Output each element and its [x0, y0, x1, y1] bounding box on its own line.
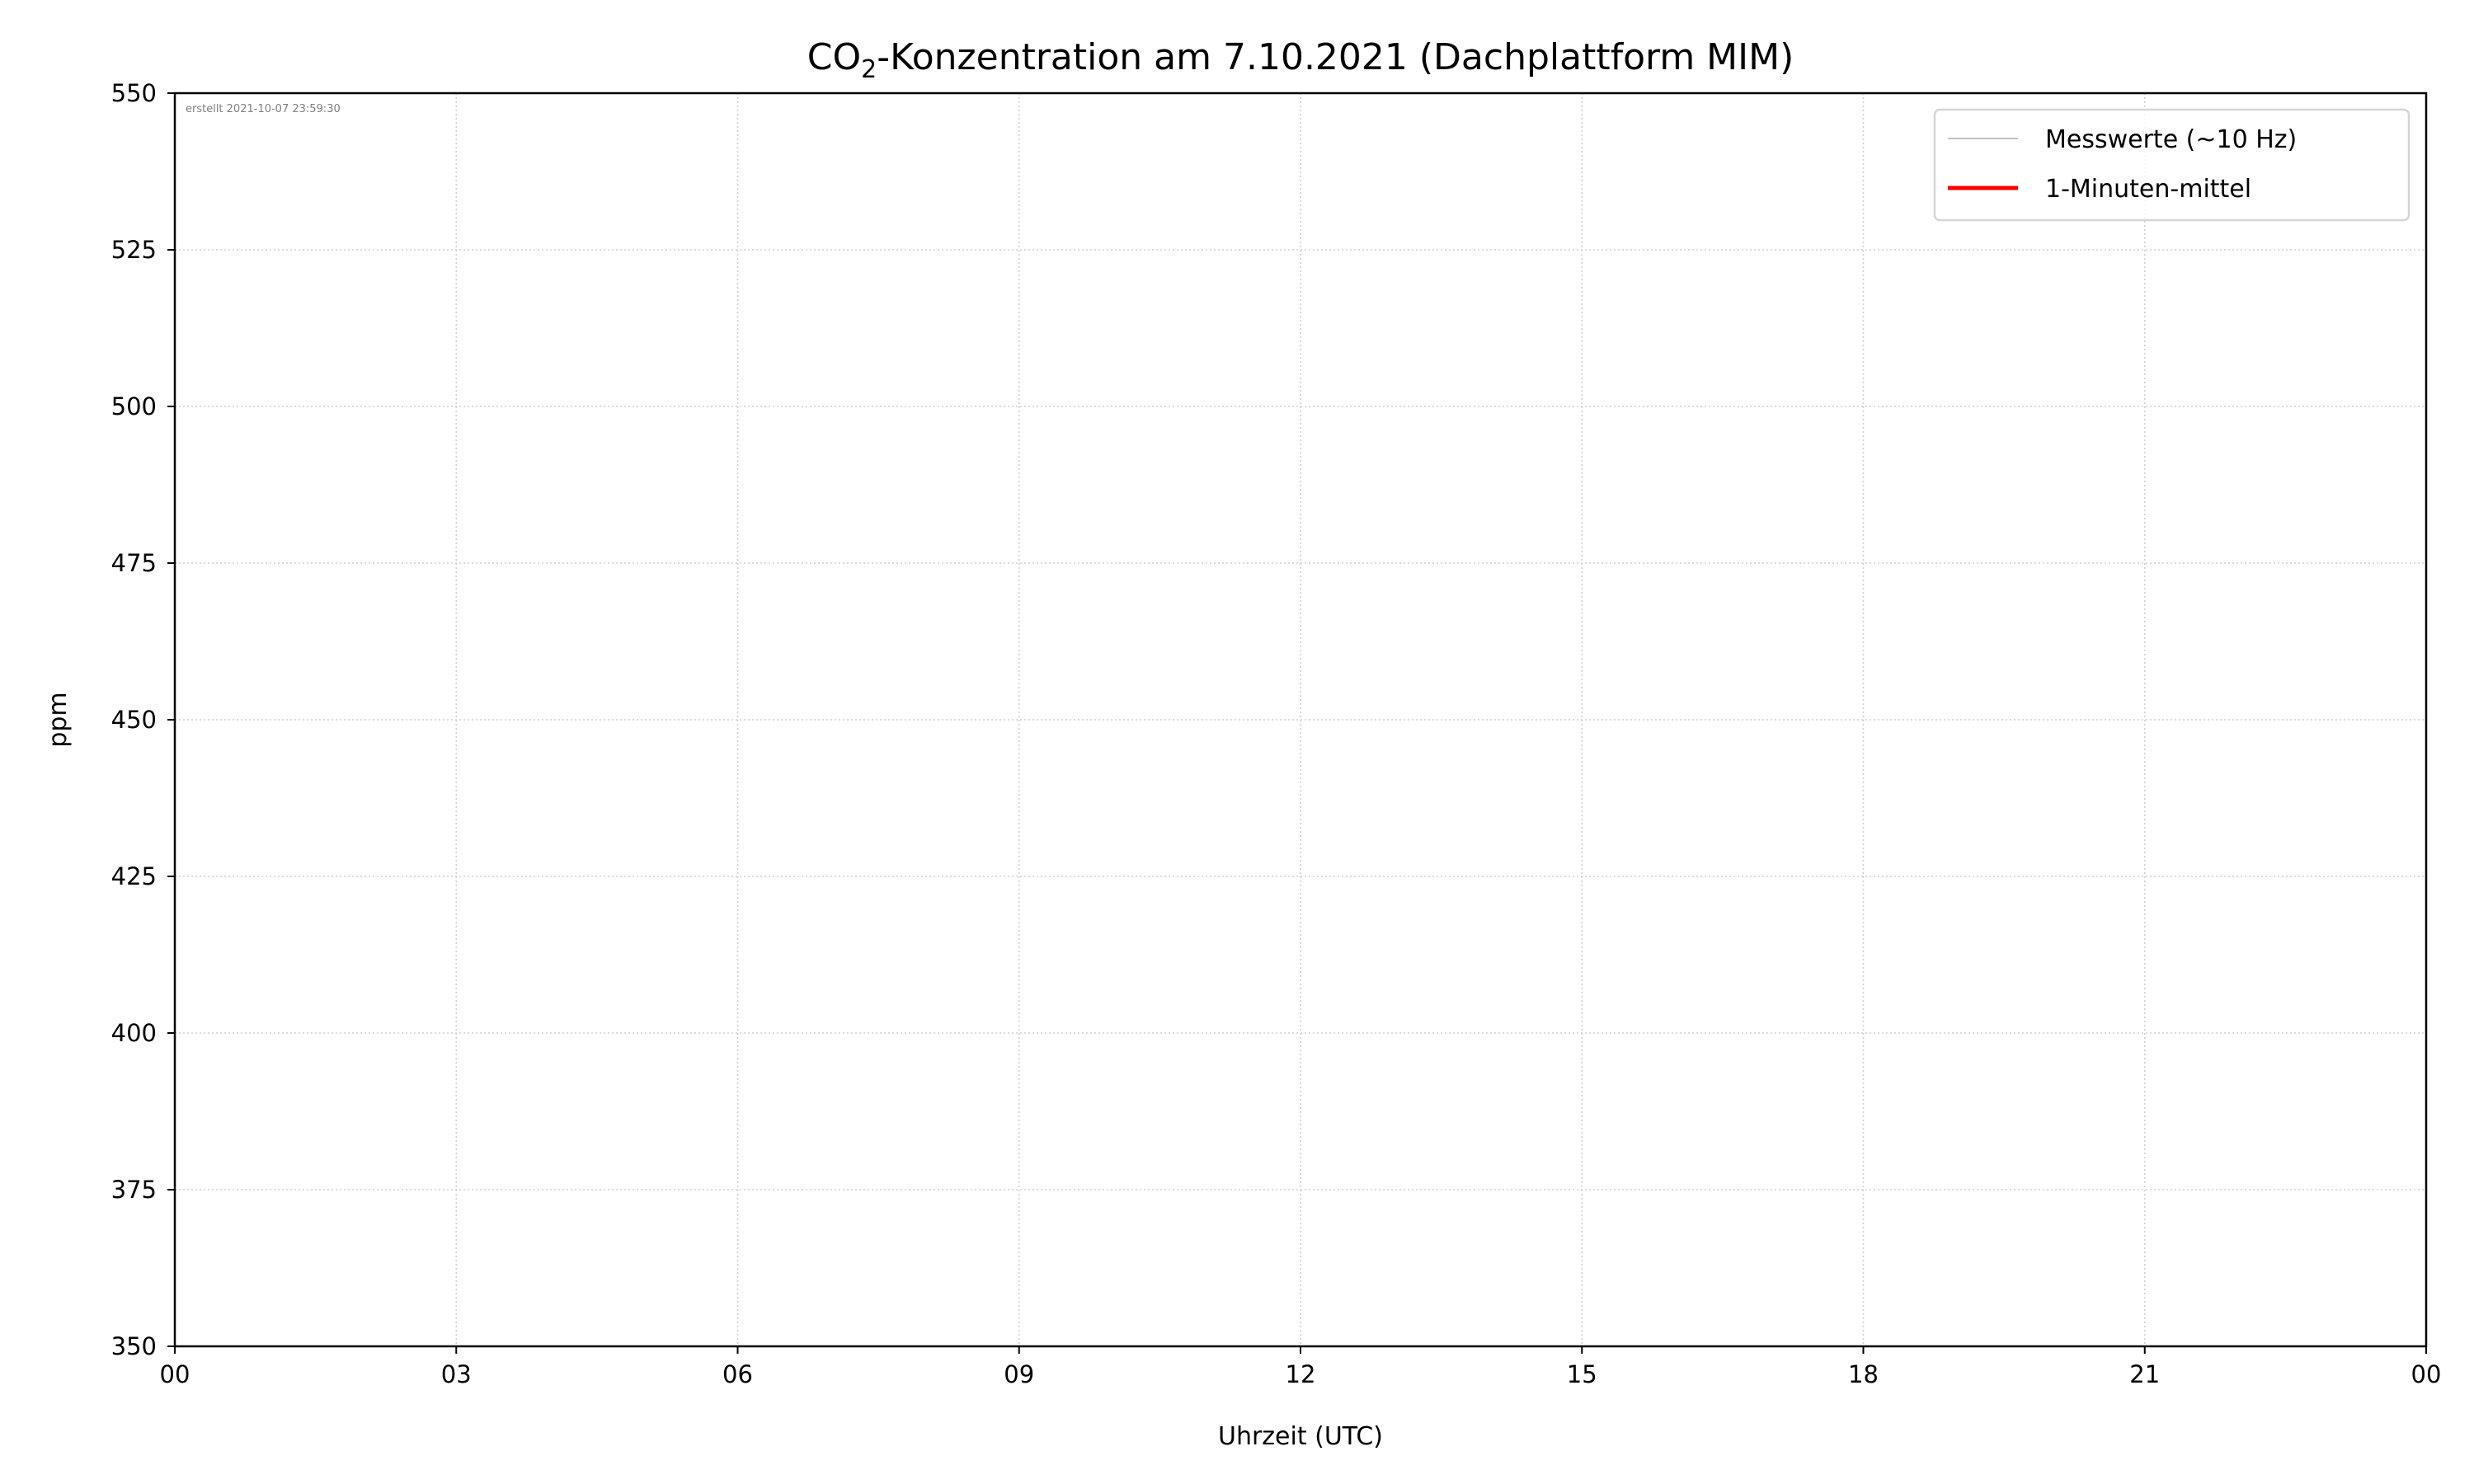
x-tick-label: 00: [2411, 1360, 2442, 1388]
y-axis: 350 375 400 425 450 475 500 525 550: [111, 79, 175, 1360]
x-tick-label: 03: [441, 1360, 472, 1388]
y-tick-label: 375: [111, 1176, 157, 1204]
y-tick-label: 475: [111, 549, 157, 577]
legend-box: [1933, 108, 2411, 222]
x-tick-label: 15: [1567, 1360, 1597, 1388]
chart-title-subscript: 2: [861, 55, 877, 84]
x-tick-label: 18: [1848, 1360, 1879, 1388]
x-tick-label: 00: [160, 1360, 190, 1388]
y-tick-label: 525: [111, 236, 157, 264]
y-tick-label: 350: [111, 1332, 157, 1360]
chart-title: CO2-Konzentration am 7.10.2021 (Dachplat…: [807, 36, 1794, 84]
grid: [174, 92, 2427, 1347]
legend: Messwerte (~10 Hz) 1-Minuten-mittel: [1933, 108, 2411, 222]
x-axis: 00 03 06 09 12 15 18 21 00: [160, 1346, 2442, 1388]
chart-title-suffix: -Konzentration am 7.10.2021 (Dachplattfo…: [877, 36, 1794, 78]
x-tick-label: 21: [2129, 1360, 2160, 1388]
y-tick-label: 450: [111, 706, 157, 734]
x-tick-label: 12: [1286, 1360, 1316, 1388]
legend-label-messwerte: Messwerte (~10 Hz): [2045, 125, 2297, 154]
x-axis-label: Uhrzeit (UTC): [1218, 1422, 1383, 1451]
chart-title-prefix: CO: [807, 36, 861, 78]
y-tick-label: 500: [111, 392, 157, 420]
legend-label-minutenmittel: 1-Minuten-mittel: [2045, 175, 2251, 204]
y-tick-label: 425: [111, 862, 157, 890]
y-axis-label: ppm: [44, 692, 73, 747]
y-tick-label: 550: [111, 79, 157, 107]
x-tick-label: 09: [1004, 1360, 1034, 1388]
y-tick-label: 400: [111, 1019, 157, 1047]
x-tick-label: 06: [722, 1360, 753, 1388]
created-annotation: erstellt 2021-10-07 23:59:30: [186, 103, 341, 115]
